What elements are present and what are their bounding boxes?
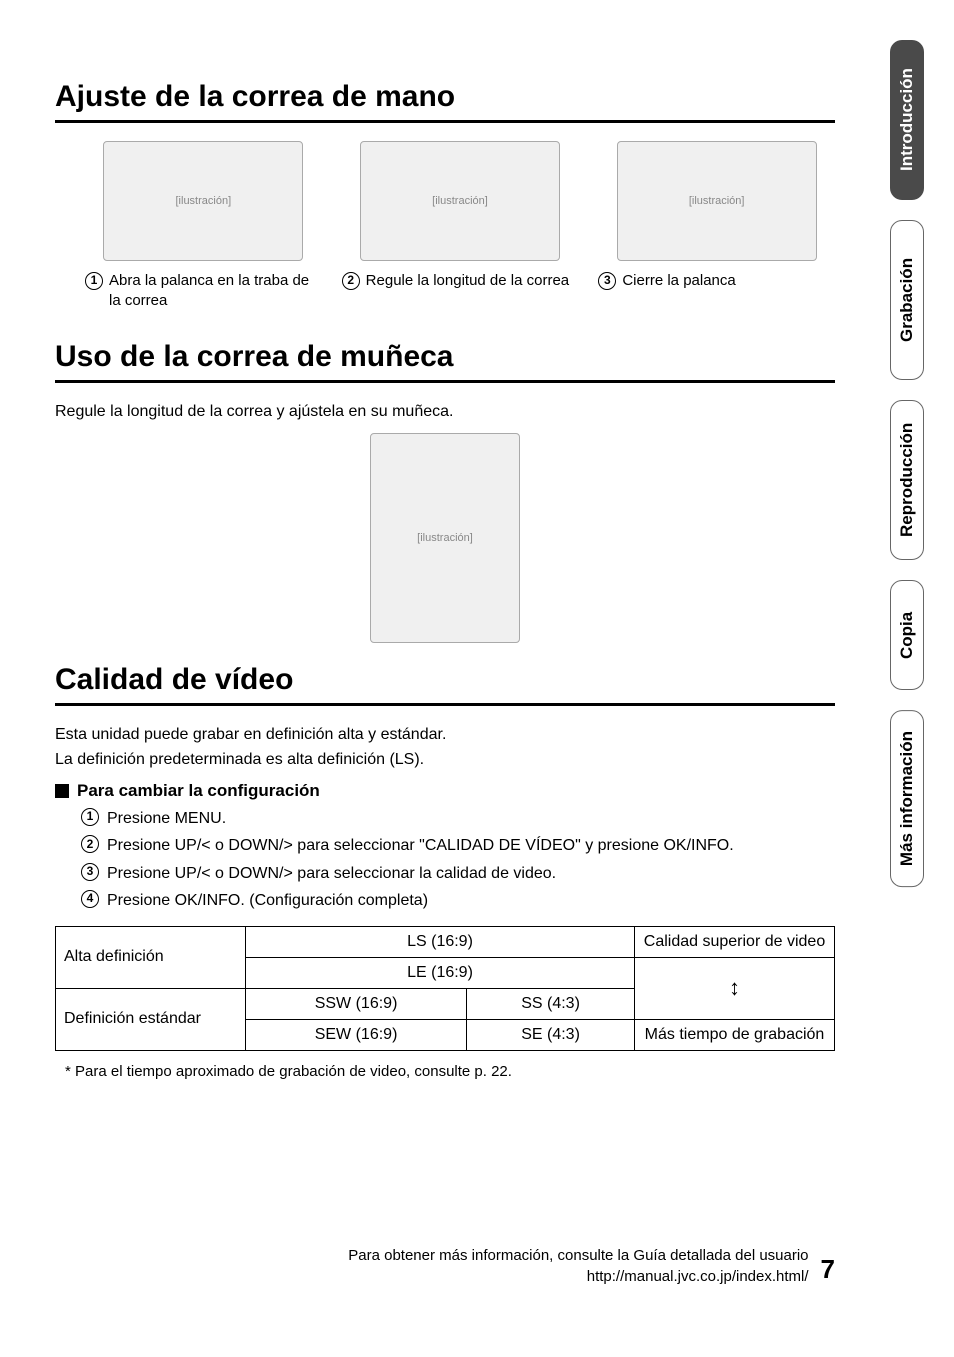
page-footer: Para obtener más información, consulte l… <box>55 1245 835 1287</box>
cell-ss: SS (4:3) <box>467 988 635 1019</box>
quality-body-2: La definición predeterminada es alta def… <box>55 749 835 771</box>
tab-introduccion[interactable]: Introducción <box>890 40 924 200</box>
quality-body-1: Esta unidad puede grabar en definición a… <box>55 724 835 746</box>
quality-step-num-1: 1 <box>81 808 99 826</box>
cell-se: SE (4:3) <box>467 1019 635 1050</box>
tab-mas-informacion[interactable]: Más información <box>890 710 924 887</box>
quality-sub-heading-text: Para cambiar la configuración <box>77 781 320 801</box>
cell-le: LE (16:9) <box>246 957 635 988</box>
strap-step-3: [ilustración] 3 Cierre la palanca <box>598 141 835 310</box>
strap-illustration-1: [ilustración] <box>103 141 303 261</box>
heading-strap: Ajuste de la correa de mano <box>55 80 835 123</box>
cell-top-quality: Calidad superior de video <box>635 926 835 957</box>
quality-step-num-3: 3 <box>81 863 99 881</box>
quality-sub-heading: Para cambiar la configuración <box>55 781 835 801</box>
quality-footnote: * Para el tiempo aproximado de grabación… <box>65 1063 835 1080</box>
strap-illustration-3: [ilustración] <box>617 141 817 261</box>
side-tabs: Introducción Grabación Reproducción Copi… <box>890 40 924 887</box>
cell-more-time: Más tiempo de grabación <box>635 1019 835 1050</box>
quality-step-text-4: Presione OK/INFO. (Configuración complet… <box>107 889 428 912</box>
quality-step-text-2: Presione UP/< o DOWN/> para seleccionar … <box>107 834 734 857</box>
quality-step-text-3: Presione UP/< o DOWN/> para seleccionar … <box>107 862 556 885</box>
step-text-2: Regule la longitud de la correa <box>366 271 569 291</box>
page-number: 7 <box>821 1251 835 1287</box>
cell-hd-label: Alta definición <box>56 926 246 988</box>
strap-step-2: [ilustración] 2 Regule la longitud de la… <box>342 141 579 310</box>
cell-ls: LS (16:9) <box>246 926 635 957</box>
quality-step-num-2: 2 <box>81 835 99 853</box>
quality-step-text-1: Presione MENU. <box>107 807 226 830</box>
wrist-illustration: [ilustración] <box>370 433 520 643</box>
step-number-1: 1 <box>85 272 103 290</box>
bullet-square-icon <box>55 784 69 798</box>
quality-table: Alta definición LS (16:9) Calidad superi… <box>55 926 835 1051</box>
quality-steps-list: 1 Presione MENU. 2 Presione UP/< o DOWN/… <box>81 807 835 912</box>
step-text-3: Cierre la palanca <box>622 271 735 291</box>
heading-wrist: Uso de la correa de muñeca <box>55 340 835 383</box>
quality-step-3: 3 Presione UP/< o DOWN/> para selecciona… <box>81 862 835 885</box>
wrist-body: Regule la longitud de la correa y ajúste… <box>55 401 835 423</box>
cell-sew: SEW (16:9) <box>246 1019 467 1050</box>
step-text-1: Abra la palanca en la traba de la correa <box>109 271 322 310</box>
footer-line-1: Para obtener más información, consulte l… <box>348 1245 808 1266</box>
quality-step-1: 1 Presione MENU. <box>81 807 835 830</box>
tab-copia[interactable]: Copia <box>890 580 924 690</box>
page-content: Ajuste de la correa de mano [ilustración… <box>55 80 835 1080</box>
step-number-3: 3 <box>598 272 616 290</box>
cell-sd-label: Definición estándar <box>56 988 246 1050</box>
tab-reproduccion[interactable]: Reproducción <box>890 400 924 560</box>
cell-arrow: ↕ <box>635 957 835 1019</box>
strap-step-1: [ilustración] 1 Abra la palanca en la tr… <box>85 141 322 310</box>
footer-line-2: http://manual.jvc.co.jp/index.html/ <box>348 1266 808 1287</box>
strap-illustration-2: [ilustración] <box>360 141 560 261</box>
strap-steps-row: [ilustración] 1 Abra la palanca en la tr… <box>85 141 835 310</box>
heading-quality: Calidad de vídeo <box>55 663 835 706</box>
quality-step-4: 4 Presione OK/INFO. (Configuración compl… <box>81 889 835 912</box>
step-number-2: 2 <box>342 272 360 290</box>
quality-step-2: 2 Presione UP/< o DOWN/> para selecciona… <box>81 834 835 857</box>
cell-ssw: SSW (16:9) <box>246 988 467 1019</box>
tab-grabacion[interactable]: Grabación <box>890 220 924 380</box>
quality-step-num-4: 4 <box>81 890 99 908</box>
